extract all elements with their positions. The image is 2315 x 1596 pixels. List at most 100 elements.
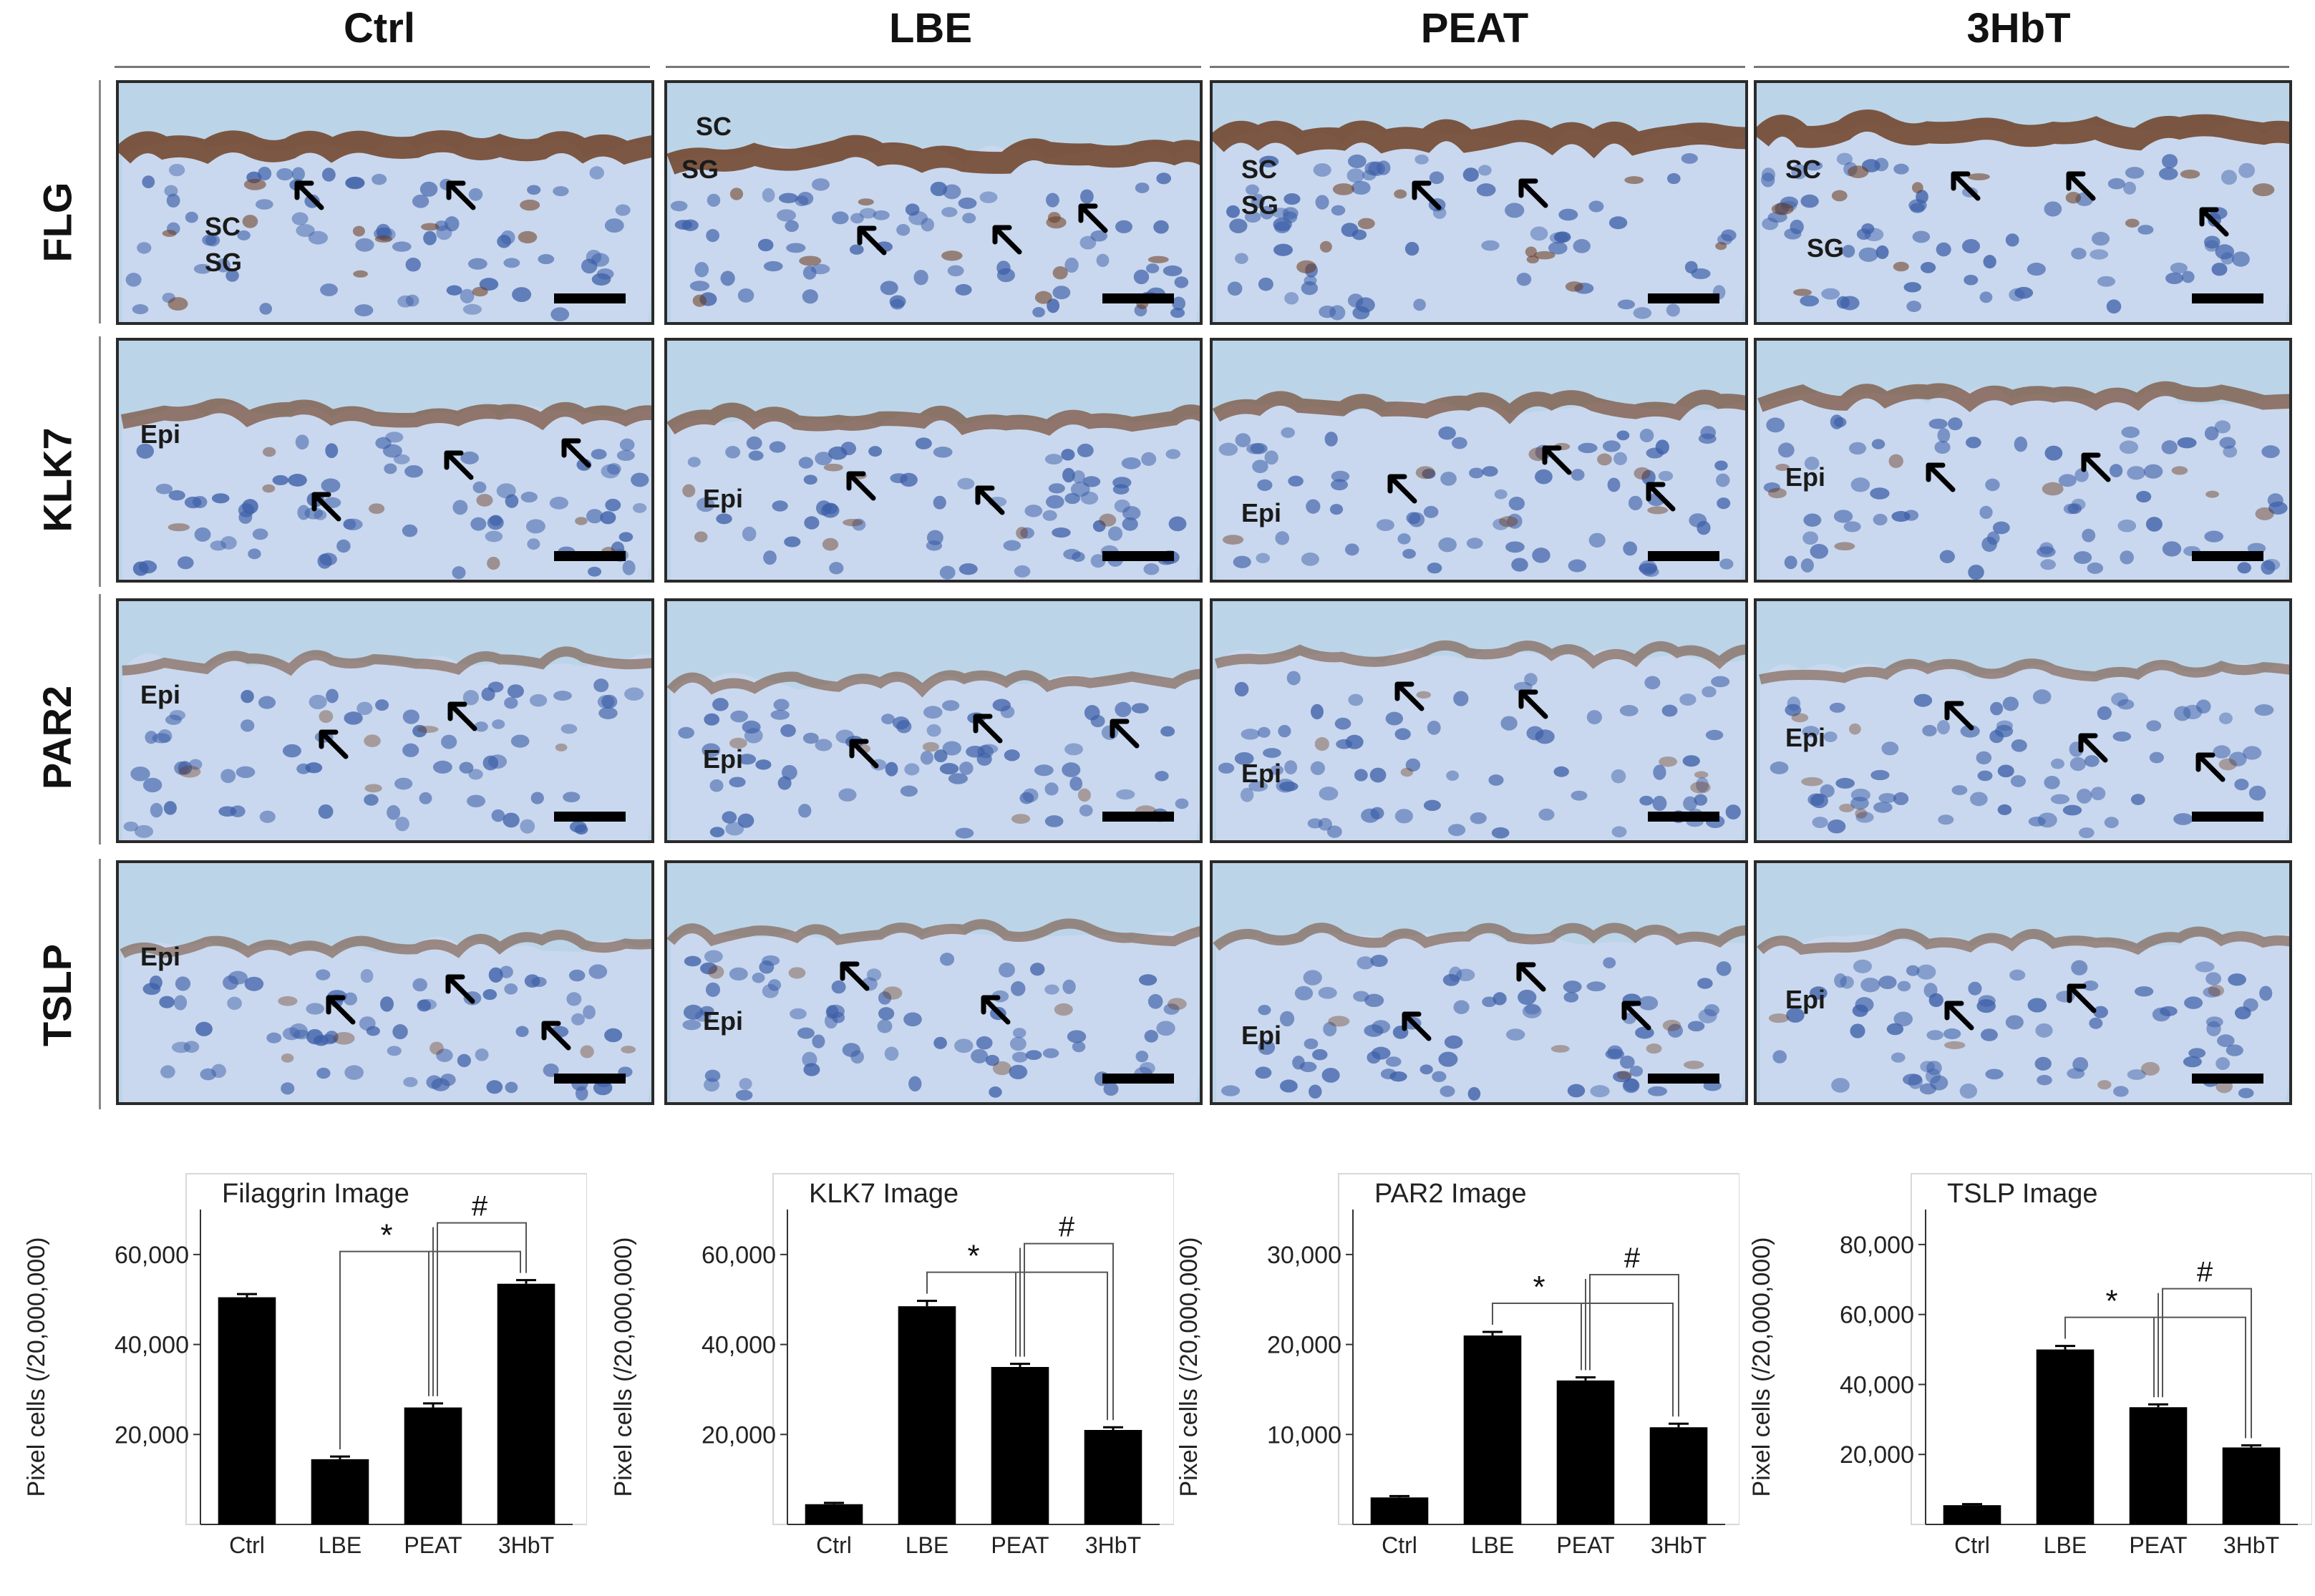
y-tick-label: 40,000: [115, 1332, 189, 1359]
arrow-icon: [561, 438, 591, 468]
micrograph-flg-3hbt: SC SG: [1754, 80, 2292, 325]
arrow-icon: [446, 180, 476, 210]
row-label-klk7: KLK7: [34, 427, 80, 532]
micrograph-par2-3hbt: Epi: [1754, 598, 2292, 843]
significance-bracket: [437, 1222, 527, 1396]
micrograph-klk7-peat: Epi: [1210, 338, 1748, 583]
tissue-image: [1213, 341, 1745, 580]
row-label-par2: PAR2: [34, 685, 80, 789]
arrow-icon: [1646, 482, 1676, 512]
significance-bracket: [2162, 1288, 2252, 1439]
y-axis-label: Pixel cells (/20,000,000): [1175, 1237, 1203, 1497]
y-tick-label: 60,000: [702, 1242, 776, 1269]
layer-label: Epi: [703, 744, 744, 774]
arrow-icon: [1542, 445, 1572, 475]
y-tick-label: 60,000: [1840, 1302, 1914, 1329]
arrow-icon: [1412, 180, 1442, 210]
x-tick-label: PEAT: [1556, 1532, 1614, 1558]
row-rule: [99, 594, 101, 845]
arrow-icon: [2195, 752, 2226, 782]
layer-label: Epi: [1785, 462, 1826, 492]
arrow-icon: [2067, 983, 2097, 1013]
scale-bar: [1102, 293, 1174, 303]
micrograph-tslp-ctrl: Epi: [116, 860, 654, 1105]
y-tick-label: 10,000: [1267, 1421, 1341, 1449]
layer-label: Epi: [1785, 985, 1826, 1014]
arrow-icon: [1394, 681, 1425, 711]
arrow-icon: [1951, 171, 1981, 201]
arrow-icon: [445, 974, 475, 1004]
arrow-icon: [1402, 1011, 1432, 1041]
bar: [2036, 1349, 2095, 1524]
bar: [497, 1283, 555, 1524]
micrograph-par2-lbe: Epi: [664, 598, 1203, 843]
layer-label: SC: [1785, 155, 1822, 184]
tissue-image: [667, 863, 1200, 1102]
tissue-image: [1757, 863, 2289, 1102]
significance-bracket: [1024, 1242, 1114, 1421]
column-header-ctrl: Ctrl: [344, 5, 415, 52]
scale-bar: [1648, 551, 1719, 561]
significance-mark: *: [2105, 1284, 2117, 1319]
significance-mark: #: [1059, 1212, 1075, 1243]
bar-chart-tslp: TSLP Image 20,000 40,000 60,000 80,000 Pixel …: [1739, 1145, 2312, 1589]
micrograph-flg-ctrl: SC SG: [116, 80, 654, 325]
row-label-flg: FLG: [34, 182, 80, 262]
arrow-icon: [1518, 178, 1548, 208]
layer-label: Epi: [140, 680, 181, 709]
arrow-icon: [1516, 962, 1546, 992]
significance-mark: #: [2197, 1257, 2213, 1288]
layer-label: Epi: [703, 1006, 744, 1036]
chart-title: Filaggrin Image: [222, 1179, 409, 1209]
x-tick-label: LBE: [319, 1532, 361, 1558]
x-tick-label: PEAT: [404, 1532, 462, 1558]
bar: [2129, 1407, 2188, 1524]
x-tick-label: 3HbT: [1651, 1532, 1707, 1558]
column-header-peat: PEAT: [1420, 5, 1529, 52]
arrow-icon: [294, 180, 324, 210]
arrow-icon: [319, 729, 349, 759]
scale-bar: [554, 551, 626, 561]
arrow-icon: [1078, 203, 1108, 233]
scale-bar: [554, 812, 626, 822]
layer-label: SG: [1807, 233, 1845, 263]
row-rule: [99, 336, 101, 587]
x-tick-label: Ctrl: [816, 1532, 852, 1558]
layer-label: SC: [696, 112, 732, 141]
bar: [898, 1306, 956, 1524]
column-rule: [1210, 66, 1745, 68]
x-tick-label: 3HbT: [2223, 1532, 2279, 1558]
significance-mark: *: [967, 1239, 979, 1274]
significance-bracket: [1589, 1273, 1679, 1417]
arrow-icon: [981, 995, 1011, 1025]
row-rule: [99, 80, 101, 323]
arrow-icon: [992, 225, 1022, 255]
layer-label: Epi: [1241, 498, 1282, 527]
y-axis-label: Pixel cells (/20,000,000): [1748, 1237, 1775, 1497]
arrow-icon: [2199, 207, 2229, 237]
x-tick-label: LBE: [906, 1532, 948, 1558]
y-tick-label: 30,000: [1267, 1242, 1341, 1269]
significance-mark: *: [1533, 1270, 1545, 1305]
significance-bracket: [1492, 1302, 1674, 1417]
y-axis-label: Pixel cells (/20,000,000): [610, 1237, 637, 1497]
significance-bracket: [926, 1271, 1108, 1421]
arrow-icon: [1926, 462, 1956, 492]
arrow-icon: [1110, 719, 1140, 749]
layer-label: Epi: [1241, 759, 1282, 788]
bar-chart-filaggrin: Filaggrin Image 20,000 40,000 60,000 Pixel c…: [14, 1145, 587, 1589]
tissue-image: [122, 601, 651, 840]
arrow-icon: [846, 471, 876, 501]
significance-bracket: [2064, 1316, 2246, 1439]
arrow-icon: [1944, 1001, 1974, 1031]
row-rule: [99, 859, 101, 1109]
bar: [404, 1407, 462, 1524]
arrow-icon: [541, 1021, 571, 1051]
arrow-icon: [2066, 171, 2096, 201]
tissue-image: [1759, 601, 2289, 840]
arrow-icon: [840, 961, 869, 991]
x-tick-label: PEAT: [2129, 1532, 2187, 1558]
column-rule: [1754, 66, 2289, 68]
scale-bar: [554, 293, 626, 303]
bar: [1370, 1497, 1429, 1524]
